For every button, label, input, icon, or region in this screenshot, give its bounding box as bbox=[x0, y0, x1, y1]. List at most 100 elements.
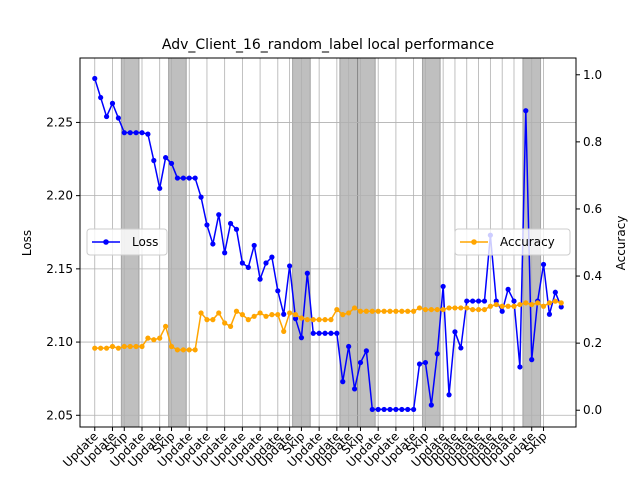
y2-tick-label-3: 0.6 bbox=[583, 202, 602, 216]
data-point-loss-47 bbox=[369, 406, 375, 413]
data-point-loss-18 bbox=[198, 194, 204, 200]
data-point-accuracy-57 bbox=[428, 306, 434, 313]
data-point-loss-42 bbox=[340, 379, 346, 385]
data-point-loss-6 bbox=[127, 130, 133, 136]
y-tick-label-1: 2.10 bbox=[46, 335, 73, 349]
data-point-accuracy-17 bbox=[192, 347, 198, 353]
data-point-accuracy-6 bbox=[127, 343, 133, 350]
data-point-loss-39 bbox=[322, 330, 328, 336]
data-point-accuracy-69 bbox=[499, 303, 505, 309]
data-point-accuracy-8 bbox=[139, 343, 145, 350]
data-point-accuracy-16 bbox=[186, 347, 192, 353]
data-point-loss-1 bbox=[98, 94, 104, 101]
data-point-loss-69 bbox=[499, 308, 505, 314]
chart-title: Adv_Client_16_random_label local perform… bbox=[162, 37, 494, 53]
data-point-loss-64 bbox=[470, 298, 476, 304]
data-point-loss-62 bbox=[458, 345, 464, 351]
data-point-accuracy-4 bbox=[115, 345, 121, 351]
data-point-loss-13 bbox=[168, 160, 175, 167]
data-point-loss-57 bbox=[428, 402, 434, 408]
y-axis-label: Loss bbox=[20, 230, 34, 256]
data-point-loss-53 bbox=[405, 406, 411, 413]
data-point-accuracy-13 bbox=[168, 343, 175, 350]
y2-tick-label-4: 0.8 bbox=[583, 135, 602, 149]
data-point-loss-19 bbox=[204, 222, 210, 228]
data-point-loss-77 bbox=[546, 311, 553, 317]
data-point-loss-31 bbox=[275, 288, 281, 294]
data-point-accuracy-61 bbox=[452, 305, 458, 311]
data-point-loss-61 bbox=[452, 329, 458, 335]
data-point-accuracy-53 bbox=[405, 308, 411, 314]
y-tick-label-3: 2.20 bbox=[46, 189, 73, 203]
data-point-accuracy-75 bbox=[535, 300, 541, 306]
data-point-loss-50 bbox=[387, 406, 393, 413]
data-point-loss-9 bbox=[145, 131, 151, 137]
data-point-loss-52 bbox=[399, 406, 405, 413]
data-point-accuracy-71 bbox=[511, 303, 517, 309]
data-point-accuracy-51 bbox=[393, 308, 399, 314]
data-point-loss-23 bbox=[227, 220, 234, 227]
data-point-loss-0 bbox=[92, 75, 98, 82]
data-point-accuracy-58 bbox=[434, 306, 440, 313]
data-point-loss-37 bbox=[310, 330, 316, 336]
data-point-accuracy-44 bbox=[351, 305, 358, 311]
data-point-accuracy-3 bbox=[109, 343, 116, 350]
data-point-accuracy-39 bbox=[322, 317, 328, 323]
data-point-loss-78 bbox=[552, 289, 558, 295]
data-point-accuracy-79 bbox=[558, 300, 564, 306]
data-point-loss-29 bbox=[263, 260, 269, 266]
data-point-accuracy-9 bbox=[145, 335, 151, 341]
data-point-loss-3 bbox=[109, 100, 116, 106]
data-point-loss-34 bbox=[292, 316, 299, 322]
plot-frame bbox=[79, 57, 577, 428]
legend-loss-label: Loss bbox=[132, 235, 158, 249]
data-point-loss-46 bbox=[363, 348, 369, 354]
data-point-loss-63 bbox=[464, 298, 470, 304]
data-point-accuracy-38 bbox=[316, 317, 322, 323]
data-point-accuracy-26 bbox=[245, 317, 251, 323]
data-point-loss-21 bbox=[216, 212, 222, 218]
data-point-loss-60 bbox=[446, 392, 452, 398]
series-lines bbox=[92, 75, 564, 413]
data-point-loss-7 bbox=[133, 130, 139, 136]
data-point-accuracy-11 bbox=[157, 335, 163, 341]
data-point-accuracy-49 bbox=[381, 308, 387, 314]
data-point-loss-38 bbox=[316, 330, 322, 336]
data-point-loss-79 bbox=[558, 304, 564, 310]
data-point-loss-44 bbox=[351, 386, 358, 392]
data-point-accuracy-70 bbox=[505, 303, 511, 309]
data-point-loss-17 bbox=[192, 175, 198, 181]
y-tick-label-2: 2.15 bbox=[46, 262, 73, 276]
data-point-accuracy-63 bbox=[464, 305, 470, 311]
data-point-loss-76 bbox=[540, 261, 547, 268]
data-point-accuracy-27 bbox=[251, 313, 257, 319]
data-point-loss-48 bbox=[375, 406, 381, 413]
y2-tick-label-0: 0.0 bbox=[583, 403, 602, 417]
data-point-loss-54 bbox=[411, 406, 417, 413]
y-tick-label-0: 2.05 bbox=[46, 408, 73, 422]
data-point-loss-58 bbox=[434, 351, 440, 357]
data-point-loss-32 bbox=[281, 311, 287, 317]
data-point-loss-74 bbox=[529, 357, 535, 363]
data-point-accuracy-41 bbox=[334, 306, 340, 313]
data-point-loss-26 bbox=[245, 264, 251, 270]
data-point-loss-40 bbox=[328, 330, 334, 336]
data-point-accuracy-0 bbox=[92, 345, 98, 351]
data-point-loss-30 bbox=[269, 254, 275, 260]
data-point-accuracy-35 bbox=[298, 315, 305, 321]
y2-tick-label-2: 0.4 bbox=[583, 269, 602, 283]
data-point-accuracy-24 bbox=[233, 308, 240, 314]
data-point-loss-28 bbox=[257, 276, 263, 282]
data-point-accuracy-54 bbox=[411, 308, 417, 314]
data-point-accuracy-37 bbox=[310, 317, 316, 323]
data-point-loss-49 bbox=[381, 406, 387, 413]
data-point-accuracy-46 bbox=[363, 308, 369, 314]
data-point-accuracy-59 bbox=[440, 306, 446, 313]
data-point-accuracy-5 bbox=[121, 343, 127, 350]
y2-axis-label: Accuracy bbox=[614, 216, 628, 271]
data-point-accuracy-67 bbox=[487, 303, 493, 309]
y2-tick-label-1: 0.2 bbox=[583, 336, 602, 350]
data-point-accuracy-2 bbox=[103, 345, 110, 351]
data-point-accuracy-76 bbox=[540, 303, 547, 309]
